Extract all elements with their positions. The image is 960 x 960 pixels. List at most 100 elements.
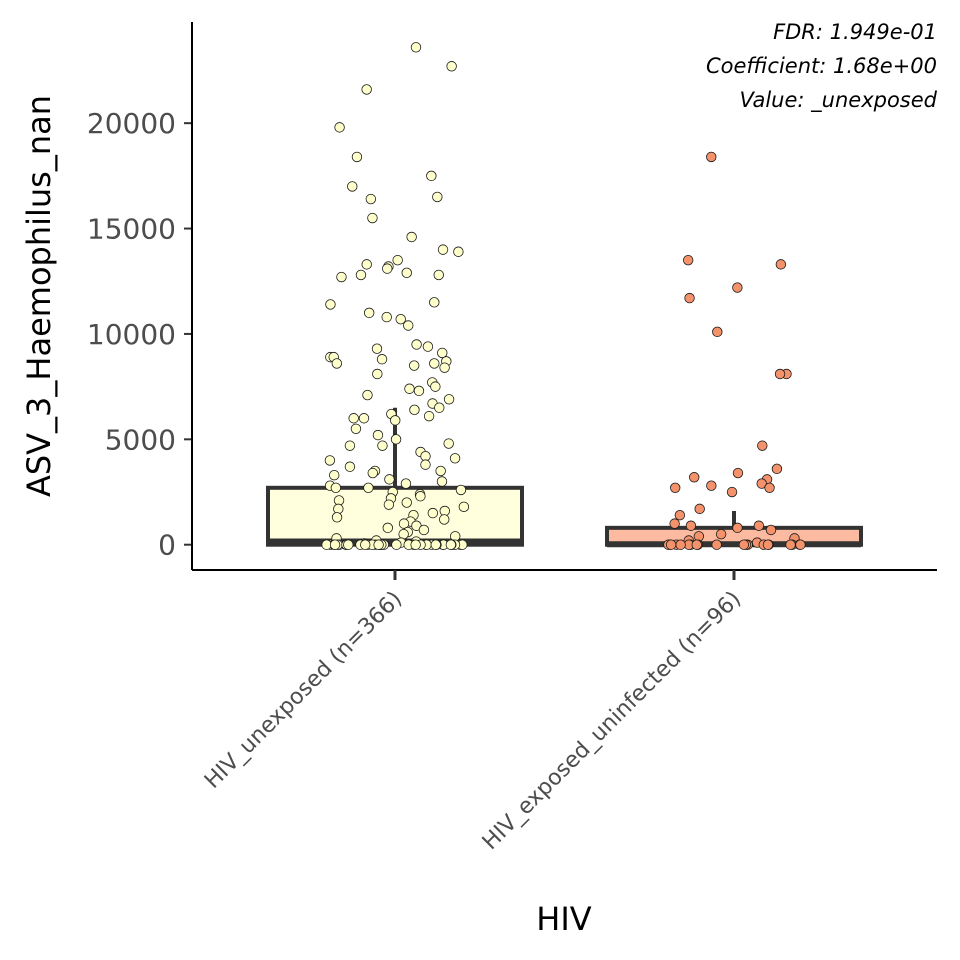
data-point xyxy=(682,254,694,266)
data-point xyxy=(358,413,370,424)
data-point xyxy=(404,383,415,394)
data-point xyxy=(344,440,356,451)
data-point xyxy=(360,539,371,550)
data-point xyxy=(382,522,393,534)
data-point xyxy=(363,482,374,494)
data-point xyxy=(726,486,738,498)
data-point xyxy=(665,539,677,550)
y-axis-ticks: 0 5000 10000 15000 20000 xyxy=(87,107,192,562)
data-point xyxy=(670,482,681,494)
data-point xyxy=(418,524,430,536)
data-point xyxy=(732,282,743,293)
data-point xyxy=(436,476,448,487)
x-axis-title: HIV xyxy=(536,900,592,938)
data-point xyxy=(426,170,437,182)
data-point xyxy=(753,520,765,531)
data-point xyxy=(775,259,787,270)
data-point xyxy=(398,518,410,529)
data-point xyxy=(795,539,806,550)
data-point xyxy=(329,469,340,481)
data-point xyxy=(420,459,431,470)
data-point xyxy=(371,343,383,354)
data-point xyxy=(413,385,425,397)
data-point xyxy=(384,474,395,485)
data-point xyxy=(395,313,406,325)
data-point xyxy=(439,362,450,373)
data-point xyxy=(392,254,403,266)
data-point xyxy=(336,271,347,283)
data-point xyxy=(762,539,774,550)
data-point xyxy=(706,480,717,491)
data-point xyxy=(785,539,796,550)
data-point xyxy=(347,181,358,192)
data-point xyxy=(675,539,686,550)
data-point xyxy=(401,267,412,279)
y-tick-label: 5000 xyxy=(105,423,176,456)
data-point xyxy=(449,453,461,464)
data-point xyxy=(423,410,435,422)
data-point xyxy=(732,467,744,479)
data-point xyxy=(330,482,342,494)
data-point xyxy=(325,299,336,310)
data-point xyxy=(706,151,717,163)
data-point xyxy=(738,539,750,550)
x-axis-ticks: HIV_unexposed (n=366) HIV_exposed_uninfec… xyxy=(200,570,746,855)
data-point xyxy=(408,360,420,371)
data-point xyxy=(401,497,412,508)
data-point xyxy=(411,339,422,350)
data-point xyxy=(439,514,450,525)
data-point xyxy=(437,347,448,359)
data-point xyxy=(443,438,454,449)
data-point xyxy=(674,510,686,521)
data-point xyxy=(367,212,378,224)
data-point xyxy=(334,122,345,133)
data-point xyxy=(689,472,700,483)
annotation-value: Value: _unexposed xyxy=(739,88,937,113)
data-point xyxy=(406,231,417,243)
data-point xyxy=(446,61,457,72)
y-tick-label: 15000 xyxy=(87,213,176,246)
data-point xyxy=(410,42,422,53)
y-tick-label: 20000 xyxy=(87,107,176,140)
data-point xyxy=(403,320,414,331)
data-point xyxy=(362,389,373,401)
data-point xyxy=(365,193,377,205)
data-point xyxy=(429,358,440,369)
data-point xyxy=(383,499,395,510)
data-point xyxy=(409,404,420,416)
data-point xyxy=(427,507,439,519)
data-point xyxy=(382,263,393,274)
x-tick-label: HIV_exposed_uninfected (n=96) xyxy=(478,587,746,855)
annotation-block: FDR: 1.949e-01 Coefficient: 1.68e+00 Val… xyxy=(706,20,938,113)
data-point xyxy=(361,84,372,95)
data-point xyxy=(333,503,344,515)
data-point xyxy=(391,539,402,550)
box-groups xyxy=(266,42,863,550)
data-point xyxy=(400,478,412,489)
data-point xyxy=(732,522,743,534)
box-group xyxy=(605,151,863,550)
data-point xyxy=(348,413,359,424)
y-tick-label: 0 xyxy=(158,529,176,562)
data-point xyxy=(373,539,384,550)
data-point xyxy=(361,259,372,270)
data-point xyxy=(712,326,723,338)
data-point xyxy=(363,307,375,319)
data-point xyxy=(343,539,354,550)
annotation-coefficient: Coefficient: 1.68e+00 xyxy=(706,54,937,78)
data-point xyxy=(324,455,336,466)
data-point xyxy=(453,246,464,257)
data-point xyxy=(351,151,363,163)
data-point xyxy=(437,244,449,255)
data-point xyxy=(435,465,446,477)
data-point xyxy=(331,358,343,369)
data-point xyxy=(669,518,680,529)
data-point xyxy=(715,528,727,540)
x-tick-label: HIV_unexposed (n=366) xyxy=(200,587,407,794)
data-point xyxy=(443,394,455,405)
data-point xyxy=(390,434,402,445)
data-point xyxy=(422,341,434,352)
data-point xyxy=(445,539,457,550)
data-point xyxy=(771,463,783,475)
